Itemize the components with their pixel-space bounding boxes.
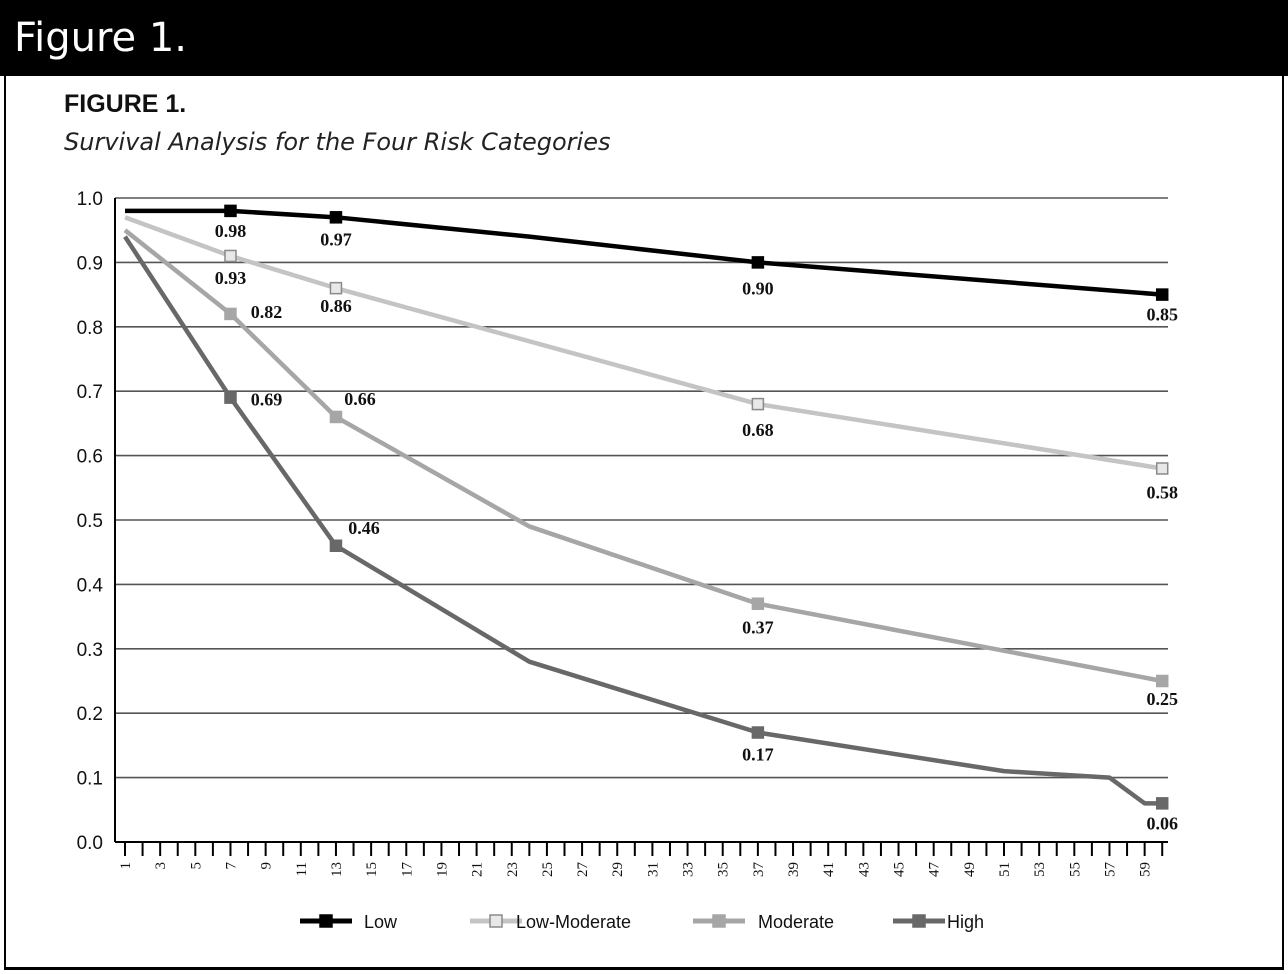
x-tick-label: 39 [786,862,802,877]
x-tick-label: 21 [470,862,486,877]
y-tick-label: 0.1 [77,769,103,790]
x-tick-label: 49 [962,862,978,877]
y-tick-label: 0.3 [77,640,103,661]
figure-label: FIGURE 1. [64,90,187,118]
legend-label: High [947,912,984,932]
legend-swatch-marker [319,914,333,928]
x-tick-label: 45 [892,862,908,877]
series-line-moderate [123,228,1163,684]
x-tick-label: 15 [364,862,380,877]
data-label: 0.58 [1146,482,1178,502]
y-tick-label: 0.4 [77,575,104,596]
x-tick-label: 17 [399,862,415,878]
legend-swatch-marker [712,914,726,928]
series-line-low-moderate [124,215,1163,471]
x-tick-label: 1 [118,862,134,870]
data-point-marker [224,391,237,404]
data-point-marker [224,307,237,321]
x-tick-label: 33 [681,862,697,877]
x-tick-label: 37 [751,862,767,878]
data-point-marker [751,397,765,411]
window-title-bar: Figure 1. [0,0,1288,76]
data-point-marker [751,726,765,739]
y-tick-label: 1.0 [77,189,103,210]
data-point-marker [329,410,343,424]
data-label: 0.06 [1146,813,1178,833]
x-tick-label: 7 [223,862,239,870]
x-tick-label: 13 [329,862,345,877]
y-tick-label: 0.0 [77,833,103,854]
data-point-marker [329,539,343,553]
data-label: 0.17 [742,745,774,765]
x-tick-label: 25 [540,862,556,877]
data-label: 0.97 [320,229,352,249]
data-point-marker [751,256,765,269]
data-label: 0.82 [251,302,283,322]
x-tick-label: 9 [259,862,275,870]
data-point-marker [224,204,237,218]
x-tick-label: 43 [856,862,872,877]
x-tick-label: 31 [645,862,661,877]
x-tick-label: 59 [1138,862,1154,877]
x-tick-label: 19 [434,862,450,877]
figure-caption: Survival Analysis for the Four Risk Cate… [64,128,611,156]
data-point-marker [1155,462,1169,475]
data-label: 0.37 [742,618,774,638]
legend-label: Low [364,912,398,932]
data-point-marker [1155,797,1169,810]
y-tick-label: 0.2 [77,704,103,725]
data-point-marker [1155,674,1169,688]
legend-label: Low-Moderate [516,912,631,932]
data-point-marker [1155,288,1169,301]
data-label: 0.46 [348,518,380,538]
y-tick-label: 0.8 [77,318,103,339]
legend-label: Moderate [758,912,834,932]
x-tick-label: 51 [997,862,1013,877]
data-label: 0.98 [215,221,247,241]
data-point-marker [329,211,343,224]
figure-frame [4,76,1284,970]
data-label: 0.86 [320,296,352,316]
x-tick-label: 11 [294,862,310,876]
x-tick-label: 3 [153,862,169,870]
data-point-marker [751,597,765,610]
x-tick-label: 5 [188,862,204,870]
window-title: Figure 1. [14,15,188,61]
x-tick-label: 29 [610,862,626,877]
x-tick-label: 57 [1102,862,1118,878]
data-point-marker [329,281,343,295]
data-label: 0.68 [742,420,774,440]
x-tick-label: 47 [927,862,943,878]
data-label: 0.25 [1146,689,1178,709]
y-tick-label: 0.9 [77,253,103,274]
x-tick-label: 55 [1067,862,1083,877]
data-label: 0.66 [344,389,376,409]
legend-swatch-marker [489,914,503,928]
data-label: 0.93 [215,268,247,288]
x-tick-label: 23 [505,862,521,877]
data-point-marker [224,249,237,263]
legend-swatch-marker [912,914,926,928]
x-tick-label: 35 [716,862,732,877]
x-tick-label: 27 [575,862,591,878]
y-tick-label: 0.5 [77,511,103,532]
data-label: 0.85 [1146,305,1178,325]
x-tick-label: 41 [821,862,837,877]
data-label: 0.69 [251,390,283,410]
series-line-low [125,208,1163,297]
x-tick-label: 53 [1032,862,1048,877]
y-tick-label: 0.7 [77,382,103,403]
y-tick-label: 0.6 [77,447,103,468]
data-label: 0.90 [742,278,774,298]
